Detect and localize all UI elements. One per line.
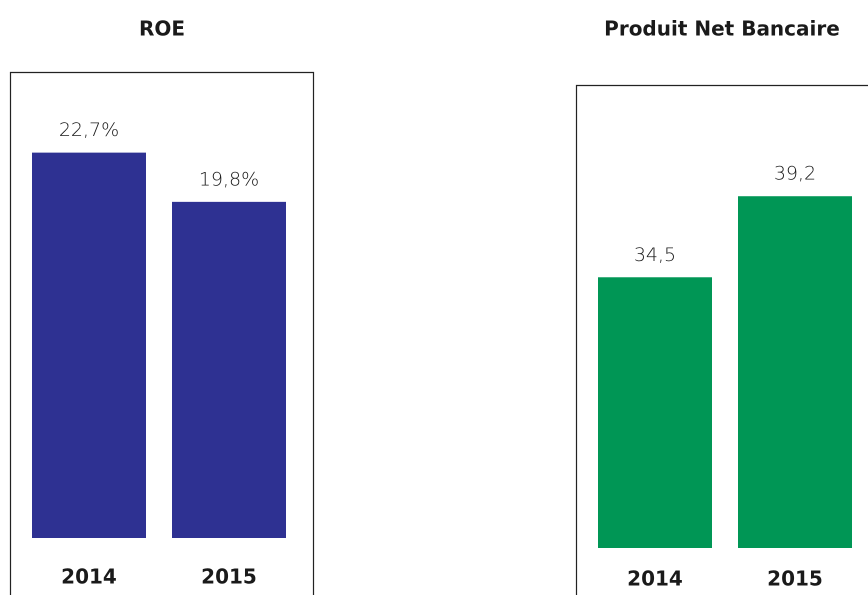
category-label: 2014 <box>61 565 117 589</box>
chart-frame <box>575 84 868 595</box>
chart-title: ROE <box>139 17 185 41</box>
value-label: 22,7% <box>59 119 119 141</box>
category-label: 2015 <box>767 567 823 591</box>
chart-frame <box>9 71 315 595</box>
category-label: 2015 <box>201 565 257 589</box>
bar <box>32 152 146 538</box>
bar <box>172 201 286 538</box>
value-label: 19,8% <box>199 168 259 190</box>
bar <box>738 196 852 549</box>
value-label: 34,5 <box>634 244 676 266</box>
category-label: 2014 <box>627 567 683 591</box>
value-label: 39,2 <box>774 163 816 185</box>
bar <box>598 277 712 548</box>
chart-title: Produit Net Bancaire <box>604 17 840 41</box>
